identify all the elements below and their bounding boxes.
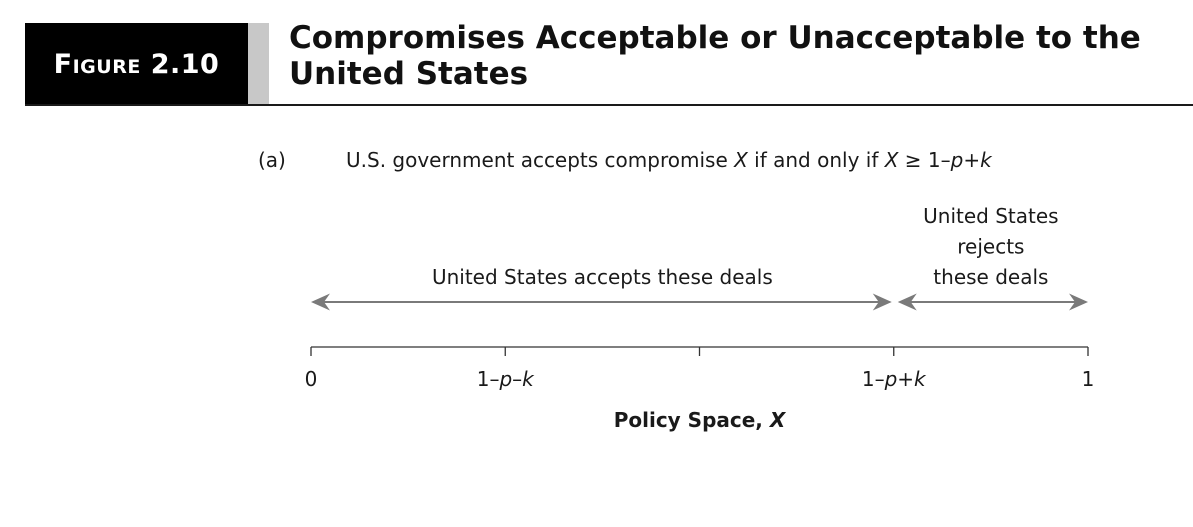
title-divider [25,104,1193,106]
arrowhead [311,293,330,311]
caption-part: + [963,148,981,172]
figure-title: Compromises Acceptable or Unacceptable t… [289,20,1141,92]
arrowhead [872,293,892,311]
region-label: United States accepts these deals [432,265,773,289]
caption-part: if and only if [747,148,885,172]
axis-title: Policy Space, X [614,408,787,432]
region-label: rejects [957,235,1024,259]
caption-part: p [950,148,964,172]
arrowhead [1069,293,1088,311]
tick-label: 0 [305,367,318,391]
caption-part: U.S. government accepts compromise [346,148,735,172]
region-label: these deals [933,265,1048,289]
panel-caption: U.S. government accepts compromise X if … [346,148,992,172]
caption-part: X [884,148,899,172]
caption-part: k [980,148,992,172]
tick-label: 1–p+k [862,367,927,391]
figure-label: Figure 2.10 [53,48,220,80]
figure-label-box: Figure 2.10 [25,23,248,105]
panel-label: (a) [258,148,286,172]
tick-label: 1–p–k [477,367,535,391]
caption-part: X [734,148,748,172]
figure-label-accent-bar [248,23,269,105]
arrowhead [897,293,917,311]
tick-label: 1 [1082,367,1095,391]
caption-part: ≥ 1– [898,148,951,172]
region-label: United States [923,204,1058,228]
